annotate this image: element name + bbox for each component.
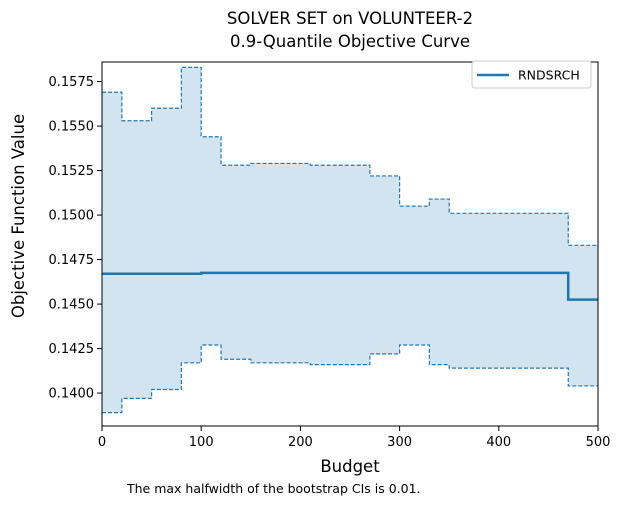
chart-title-line2: 0.9-Quantile Objective Curve <box>230 32 470 51</box>
x-tick-label: 100 <box>189 435 214 450</box>
ci-fill <box>102 67 598 413</box>
x-tick-label: 500 <box>586 435 611 450</box>
legend-box <box>471 60 592 89</box>
y-tick-label: 0.1500 <box>49 209 95 224</box>
y-tick-label: 0.1425 <box>49 342 95 357</box>
ci-lower-bound <box>102 344 598 414</box>
y-axis: 0.1400 0.1425 0.1450 0.1475 0.1500 0.1525 0.15… <box>49 75 102 402</box>
x-axis: 0 100 200 300 400 500 <box>98 426 611 450</box>
x-axis-label: Budget <box>320 457 380 476</box>
x-tick-label: 200 <box>288 435 313 450</box>
y-tick-label: 0.1475 <box>49 253 95 268</box>
x-tick-label: 400 <box>486 435 511 450</box>
chart-title-line1: SOLVER SET on VOLUNTEER-2 <box>227 9 473 28</box>
y-tick-label: 0.1400 <box>49 387 95 402</box>
y-tick-label: 0.1550 <box>49 120 95 135</box>
ci-upper-bound <box>102 66 598 246</box>
legend: RNDSRCH <box>471 60 592 89</box>
x-tick-label: 0 <box>98 435 106 450</box>
series-lines <box>102 271 598 301</box>
y-tick-label: 0.1450 <box>49 298 95 313</box>
x-tick-label: 300 <box>387 435 412 450</box>
legend-label-rndsrch: RNDSRCH <box>518 68 580 83</box>
y-tick-label: 0.1575 <box>49 75 95 90</box>
plot-frame <box>101 61 599 427</box>
bootstrap-annotation: The max halfwidth of the bootstrap CIs i… <box>126 481 421 496</box>
y-tick-label: 0.1525 <box>49 164 95 179</box>
series-line-rndsrch <box>102 271 598 301</box>
confidence-band <box>102 66 598 414</box>
y-axis-label: Objective Function Value <box>9 114 28 318</box>
